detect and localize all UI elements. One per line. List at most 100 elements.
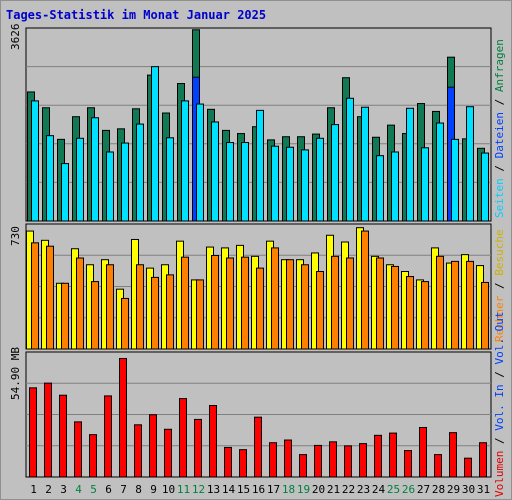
bar-volumen-day-14	[224, 446, 232, 478]
bar-volumen-day-25	[389, 432, 397, 478]
bar-volumen-day-20	[314, 444, 322, 478]
bar-rechner-day-21	[331, 255, 339, 350]
x-tick-label: 6	[105, 483, 112, 496]
bar-seiten-day-4	[76, 137, 84, 222]
bar-volumen-day-26	[404, 450, 412, 478]
bar-volumen-day-3	[59, 394, 67, 478]
bar-seiten-day-18	[286, 146, 294, 222]
bar-rechner-day-17	[271, 247, 279, 350]
bar-rechner-day-24	[376, 257, 384, 350]
bar-rechner-day-18	[286, 259, 294, 350]
legend-vol-out: Vol. Out	[493, 312, 506, 365]
bar-seiten-day-13	[211, 121, 219, 222]
bar-seiten-day-6	[106, 151, 114, 222]
middle-legend: Rechner / Besuche	[493, 229, 506, 342]
bar-seiten-day-10	[166, 137, 174, 222]
bar-rechner-day-22	[346, 257, 354, 350]
x-tick-label: 21	[327, 483, 340, 496]
bar-rechner-day-26	[406, 276, 414, 350]
x-tick-label: 2	[45, 483, 52, 496]
top-legend: Seiten / Dateien / Anfragen	[493, 39, 506, 218]
bar-volumen-day-13	[209, 405, 217, 478]
chart-title: Tages-Statistik im Monat Januar 2025	[6, 8, 267, 22]
legend-seiten: Seiten	[493, 178, 506, 218]
x-tick-label: 29	[447, 483, 460, 496]
x-tick-label: 16	[252, 483, 265, 496]
bar-seiten-day-30	[466, 106, 474, 222]
bottom-legend: Volumen / Vol. In / Vol. Out	[493, 312, 506, 497]
bar-seiten-day-29	[451, 138, 459, 222]
x-tick-label: 22	[342, 483, 355, 496]
bar-rechner-day-29	[451, 260, 459, 350]
x-tick-label: 28	[432, 483, 445, 496]
legend-anfragen: Anfragen	[493, 39, 506, 92]
bar-seiten-day-7	[121, 142, 129, 222]
x-tick-label: 19	[297, 483, 310, 496]
bar-volumen-day-11	[179, 398, 187, 478]
bar-seiten-day-23	[361, 106, 369, 222]
bar-seiten-day-5	[91, 117, 99, 222]
bar-rechner-day-27	[421, 281, 429, 350]
bar-volumen-day-28	[434, 454, 442, 478]
bar-rechner-day-1	[31, 242, 39, 350]
bar-rechner-day-11	[181, 256, 189, 350]
bar-seiten-day-11	[181, 100, 189, 222]
x-tick-label: 12	[192, 483, 205, 496]
bar-seiten-day-20	[316, 137, 324, 222]
bar-volumen-day-18	[284, 439, 292, 478]
x-tick-label: 3	[60, 483, 67, 496]
bar-seiten-day-14	[226, 142, 234, 222]
x-tick-label: 1	[30, 483, 37, 496]
bar-seiten-day-21	[331, 124, 339, 222]
bar-seiten-day-2	[46, 135, 54, 222]
bar-volumen-day-21	[329, 441, 337, 478]
bar-rechner-day-15	[241, 256, 249, 350]
bar-seiten-day-15	[241, 142, 249, 222]
bar-volumen-day-19	[299, 454, 307, 478]
bar-seiten-day-3	[61, 163, 69, 222]
bar-volumen-day-31	[479, 442, 487, 478]
bar-rechner-day-19	[301, 264, 309, 350]
bar-rechner-day-25	[391, 265, 399, 350]
bar-rechner-day-14	[226, 257, 234, 350]
x-tick-label: 15	[237, 483, 250, 496]
bar-rechner-day-8	[136, 264, 144, 350]
x-tick-label: 11	[177, 483, 190, 496]
x-tick-label: 26	[402, 483, 415, 496]
bar-rechner-day-28	[436, 255, 444, 350]
bar-volumen-day-10	[164, 428, 172, 478]
bar-rechner-day-4	[76, 257, 84, 350]
x-tick-label: 7	[120, 483, 127, 496]
bar-seiten-day-9	[151, 66, 159, 222]
bars	[26, 29, 489, 478]
bar-volumen-day-27	[419, 426, 427, 478]
bar-volumen-day-23	[359, 443, 367, 478]
bar-volumen-day-6	[104, 395, 112, 478]
x-tick-label: 27	[417, 483, 430, 496]
bar-seiten-day-8	[136, 123, 144, 222]
x-tick-label: 25	[387, 483, 400, 496]
bar-seiten-day-22	[346, 97, 354, 222]
bar-rechner-day-6	[106, 264, 114, 350]
legend-rechner: Rechner	[493, 295, 506, 342]
top-ymax-label: 3626	[9, 24, 22, 51]
bar-volumen-day-30	[464, 457, 472, 478]
bar-volumen-day-7	[119, 357, 127, 478]
bar-seiten-day-17	[271, 145, 279, 222]
bar-rechner-day-30	[466, 260, 474, 350]
bar-volumen-day-2	[44, 382, 52, 478]
bar-volumen-day-8	[134, 424, 142, 478]
x-tick-label: 20	[312, 483, 325, 496]
x-tick-label: 9	[150, 483, 157, 496]
bar-volumen-day-5	[89, 434, 97, 478]
bar-seiten-day-16	[256, 109, 264, 222]
bar-seiten-day-19	[301, 149, 309, 222]
x-tick-label: 14	[222, 483, 236, 496]
legend-volumen: Volumen	[493, 451, 506, 497]
legend-vol-in: Vol. In	[493, 384, 506, 430]
bar-volumen-day-22	[344, 445, 352, 478]
x-tick-label: 24	[372, 483, 386, 496]
bar-rechner-day-10	[166, 274, 174, 350]
bar-rechner-day-13	[211, 254, 219, 350]
x-axis-labels: 1 2 3 4 5 6 7 8 9 10 11 12 13 14 15 16 17 18 19 20 21 22 23 24 2…	[30, 483, 490, 496]
